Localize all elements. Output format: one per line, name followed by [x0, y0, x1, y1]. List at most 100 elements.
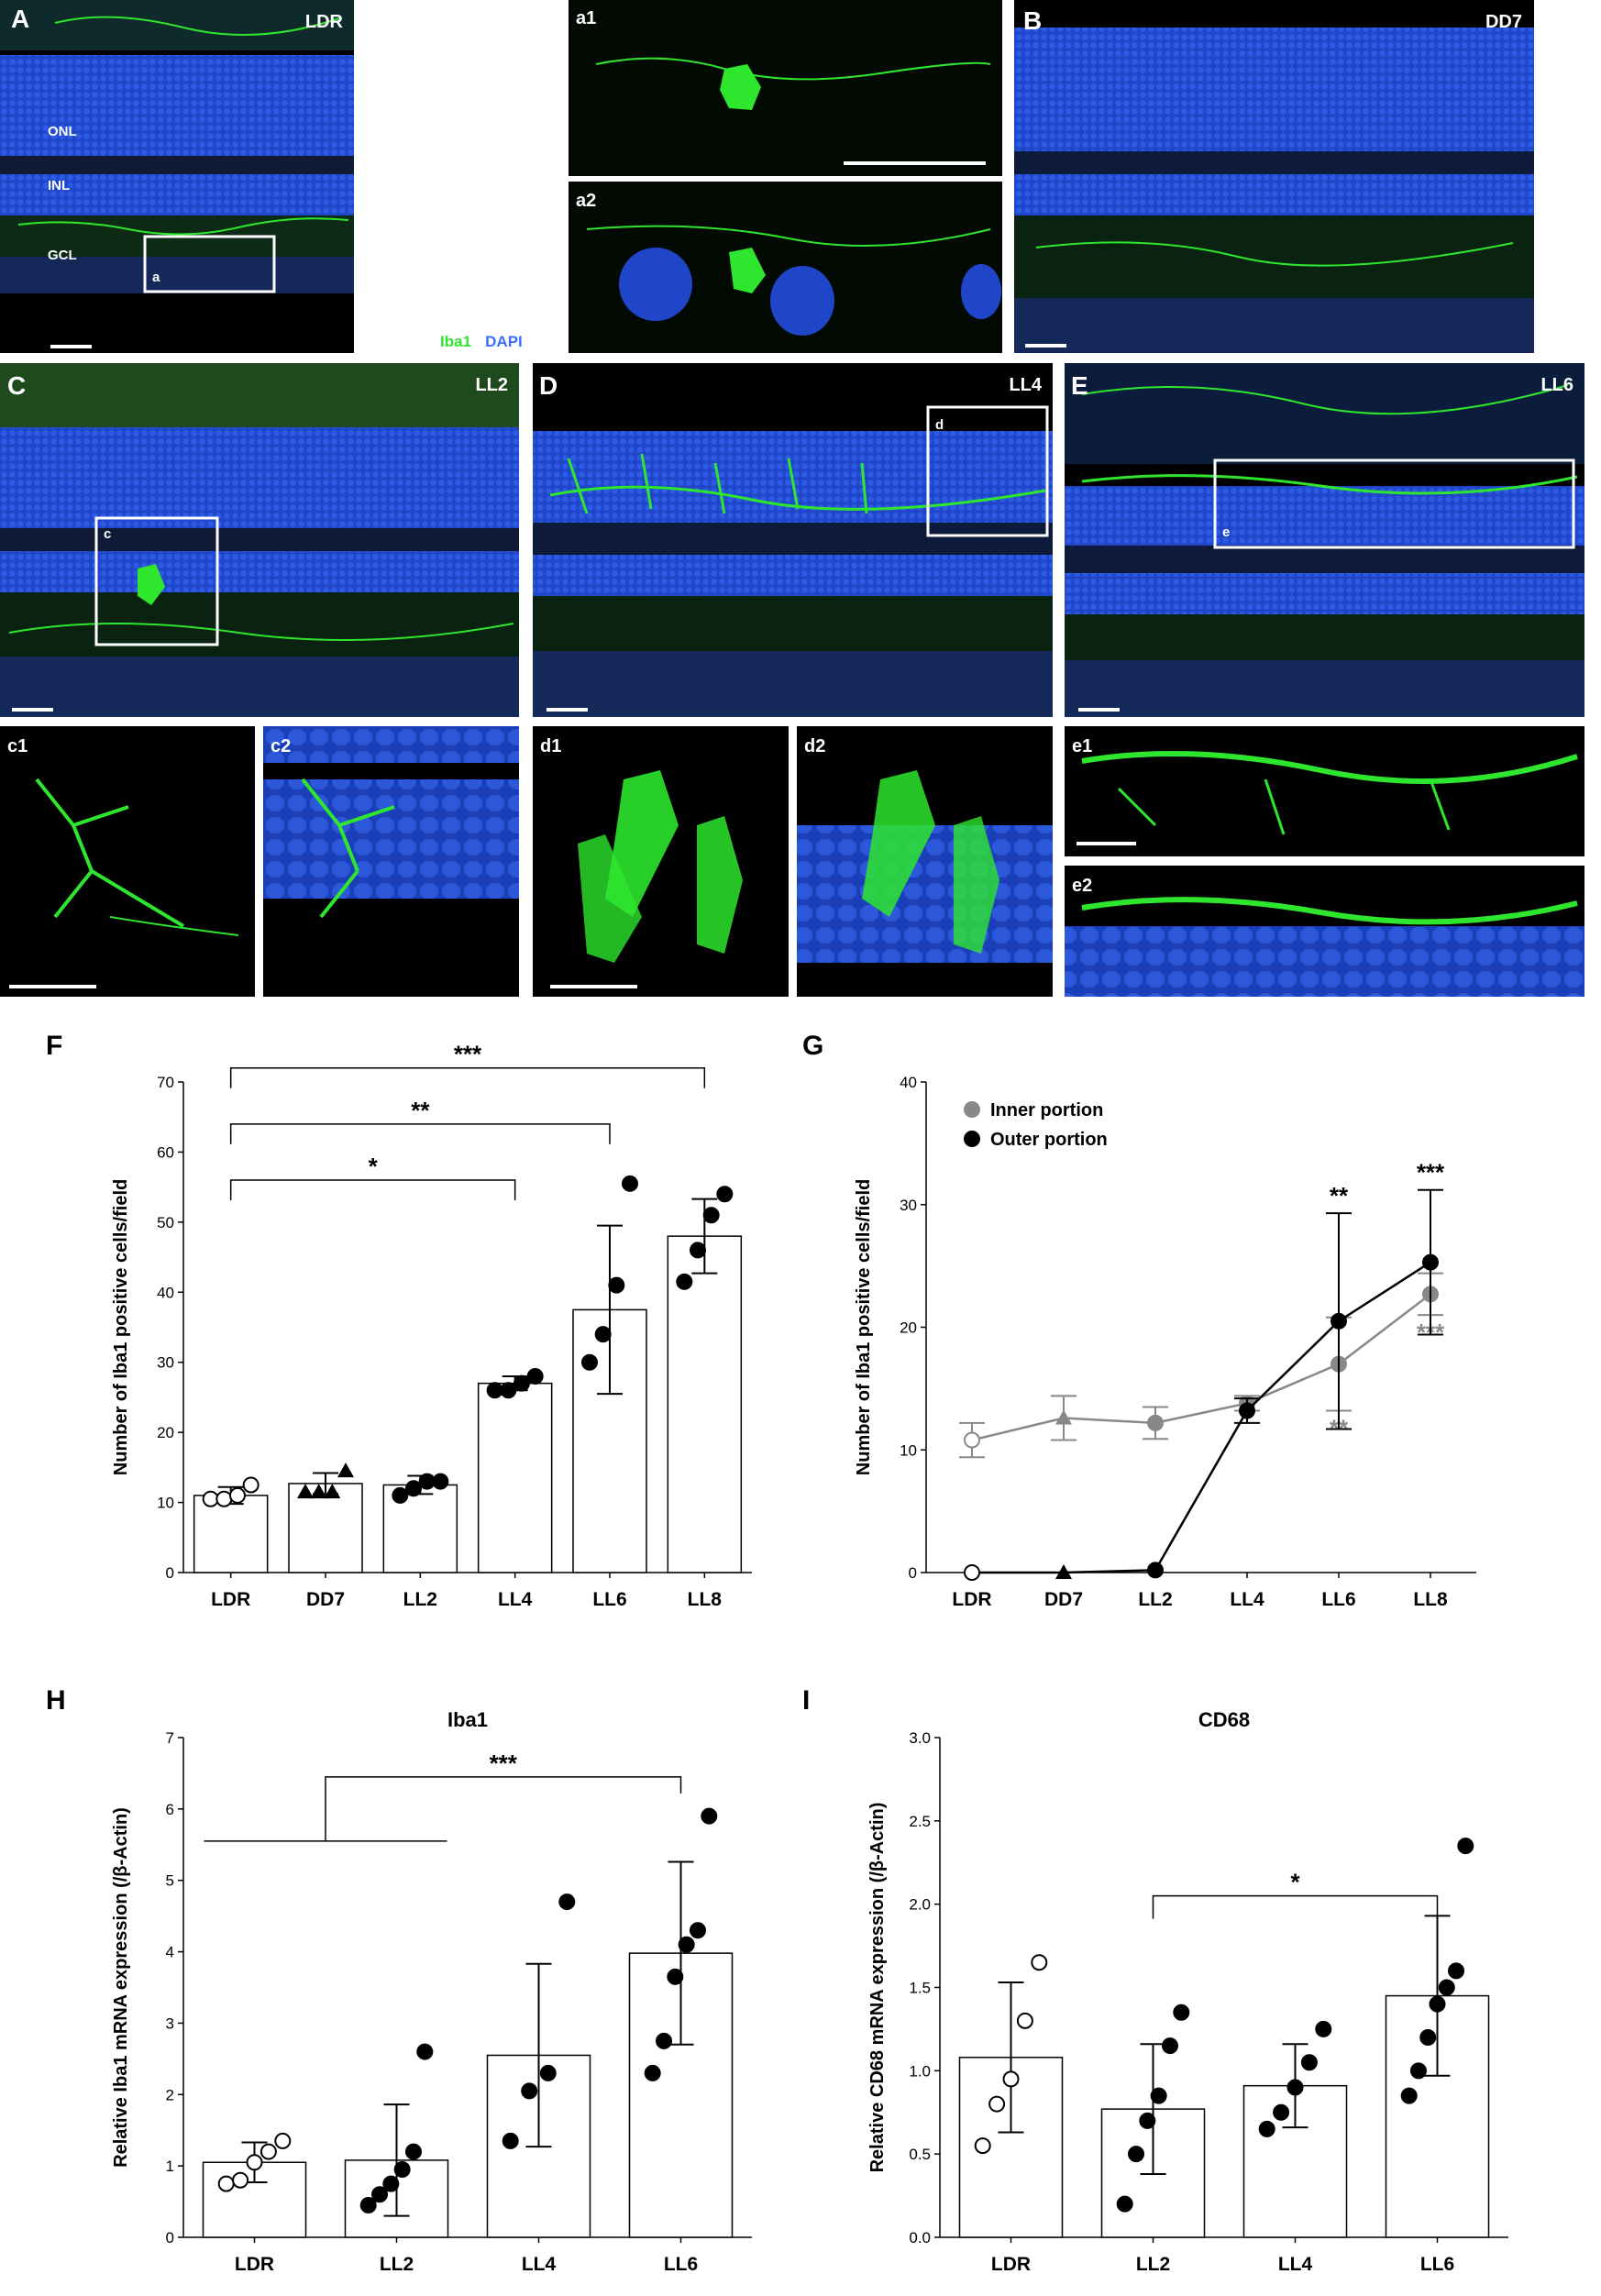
data-point: [689, 1922, 706, 1939]
data-point: [608, 1276, 625, 1294]
data-point: [690, 1242, 706, 1259]
panel-letter-g: G: [802, 1031, 823, 1061]
gcl-layer: [0, 257, 354, 293]
scale-bar: [50, 345, 92, 348]
chart-f: F 0 10 20 30 40 50 60 70 LDR DD7 LL2 LL4 LL6 LL8 Numbe…: [46, 1031, 752, 1610]
x-tick-label: LL6: [592, 1589, 626, 1610]
panel-letter-c: C: [7, 371, 26, 400]
data-point: [1147, 1414, 1164, 1431]
data-point: [964, 1431, 980, 1449]
data-point: [1400, 2087, 1418, 2104]
data-point: [526, 1368, 544, 1385]
chart-title: Iba1: [447, 1708, 488, 1731]
inset-box-a: [143, 235, 276, 293]
data-point: [656, 2032, 673, 2049]
y-tick-label: 10: [157, 1495, 174, 1512]
y-axis-label: Number of Iba1 positive cells/field: [854, 1179, 874, 1475]
y-axis-label: Relative Iba1 mRNA expression (/β-Actin): [111, 1807, 131, 2168]
y-tick-label: 30: [900, 1197, 917, 1214]
x-tick-label: LL4: [1278, 2254, 1313, 2275]
significance-label: ***: [1417, 1159, 1445, 1187]
layer-label-ipl: IPL: [523, 224, 544, 239]
x-tick-label: DD7: [306, 1589, 345, 1610]
data-point: [1315, 2020, 1332, 2037]
data-point: [1002, 2070, 1020, 2088]
legend-marker: [964, 1101, 980, 1118]
data-point: [539, 2064, 557, 2081]
y-tick-label: 7: [166, 1729, 174, 1747]
x-tick-label: LL4: [1230, 1589, 1264, 1610]
x-tick-label: LL2: [403, 1589, 437, 1610]
data-point: [1239, 1402, 1255, 1419]
data-point: [1330, 1312, 1347, 1330]
data-point: [974, 2137, 991, 2155]
y-axis-label: Relative CD68 mRNA expression (/β-Actin): [867, 1803, 888, 2173]
stain-legend: Iba1 - DAPI: [440, 333, 523, 350]
y-tick-label: 1.5: [909, 1980, 931, 1997]
layer-label-onl: ONL: [48, 124, 77, 139]
y-tick-label: 60: [157, 1143, 174, 1161]
y-axis-label: Number of Iba1 positive cells/field: [111, 1179, 131, 1475]
inset-label-c: c: [104, 526, 111, 542]
data-point: [1258, 2120, 1275, 2137]
data-point: [1422, 1253, 1439, 1271]
series-line: [972, 1261, 1431, 1574]
data-point: [667, 1968, 684, 1985]
data-point: [229, 1486, 246, 1504]
data-point: [1409, 2062, 1427, 2080]
data-point: [1139, 2112, 1156, 2129]
layer-label-gcl: GCL: [48, 248, 77, 263]
data-point: [521, 2082, 538, 2100]
x-tick-label: LL2: [1136, 2254, 1170, 2275]
panel-letter-a: A: [11, 5, 29, 33]
panel-tag-ll4: LL4: [1009, 375, 1042, 395]
data-point: [1055, 1409, 1072, 1425]
chart-title: CD68: [1198, 1708, 1250, 1731]
data-point: [1016, 2012, 1033, 2029]
data-point: [1031, 1954, 1048, 1971]
x-tick-label: LDR: [952, 1589, 991, 1610]
inset-label-d: d: [935, 417, 944, 433]
panel-label-a1: a1: [576, 8, 596, 28]
panel-d: d D LL4: [533, 363, 1053, 717]
y-tick-label: 2.5: [909, 1813, 931, 1830]
data-point: [1300, 2054, 1318, 2071]
data-point: [644, 2064, 661, 2081]
data-point: [702, 1207, 720, 1224]
data-point: [701, 1807, 718, 1825]
data-point: [622, 1175, 638, 1192]
data-point: [405, 1480, 422, 1497]
panel-label-d2: d2: [804, 736, 825, 756]
chart-i: I 0.0 0.5 1.0 1.5 2.0 2.5 3.0 LDR LL2 LL4 LL6 Relat…: [802, 1685, 1508, 2275]
data-point: [217, 2175, 235, 2192]
y-tick-label: 0: [166, 2229, 174, 2246]
data-point: [1147, 1562, 1164, 1579]
significance-label: **: [411, 1097, 430, 1124]
bar: [193, 1495, 269, 1573]
panel-label-e2: e2: [1072, 876, 1092, 896]
y-tick-label: 40: [900, 1074, 917, 1091]
significance-label: *: [369, 1153, 379, 1180]
panel-tag-ldr: LDR: [305, 12, 344, 32]
panel-letter-d: D: [539, 371, 558, 400]
y-tick-label: 3.0: [909, 1729, 931, 1747]
y-tick-label: 2.0: [909, 1896, 931, 1914]
data-point: [259, 2143, 277, 2160]
significance-label: *: [1290, 1869, 1300, 1896]
data-point: [513, 1374, 530, 1392]
x-tick-label: LDR: [235, 2254, 274, 2275]
significance-label: ***: [490, 1750, 518, 1777]
y-tick-label: 70: [157, 1074, 174, 1091]
data-point: [1448, 1962, 1465, 1980]
significance-bracket: [229, 1179, 516, 1200]
y-tick-label: 6: [166, 1801, 174, 1818]
layer-label-opl: OPL: [519, 162, 547, 178]
x-tick-label: LDR: [211, 1589, 250, 1610]
data-point: [500, 1382, 517, 1399]
panel-letter-e: E: [1071, 371, 1088, 400]
y-tick-label: 1.0: [909, 2062, 931, 2080]
data-point: [432, 1473, 449, 1490]
significance-label: **: [1330, 1182, 1349, 1209]
data-point: [274, 2132, 292, 2149]
y-tick-label: 5: [166, 1872, 174, 1890]
